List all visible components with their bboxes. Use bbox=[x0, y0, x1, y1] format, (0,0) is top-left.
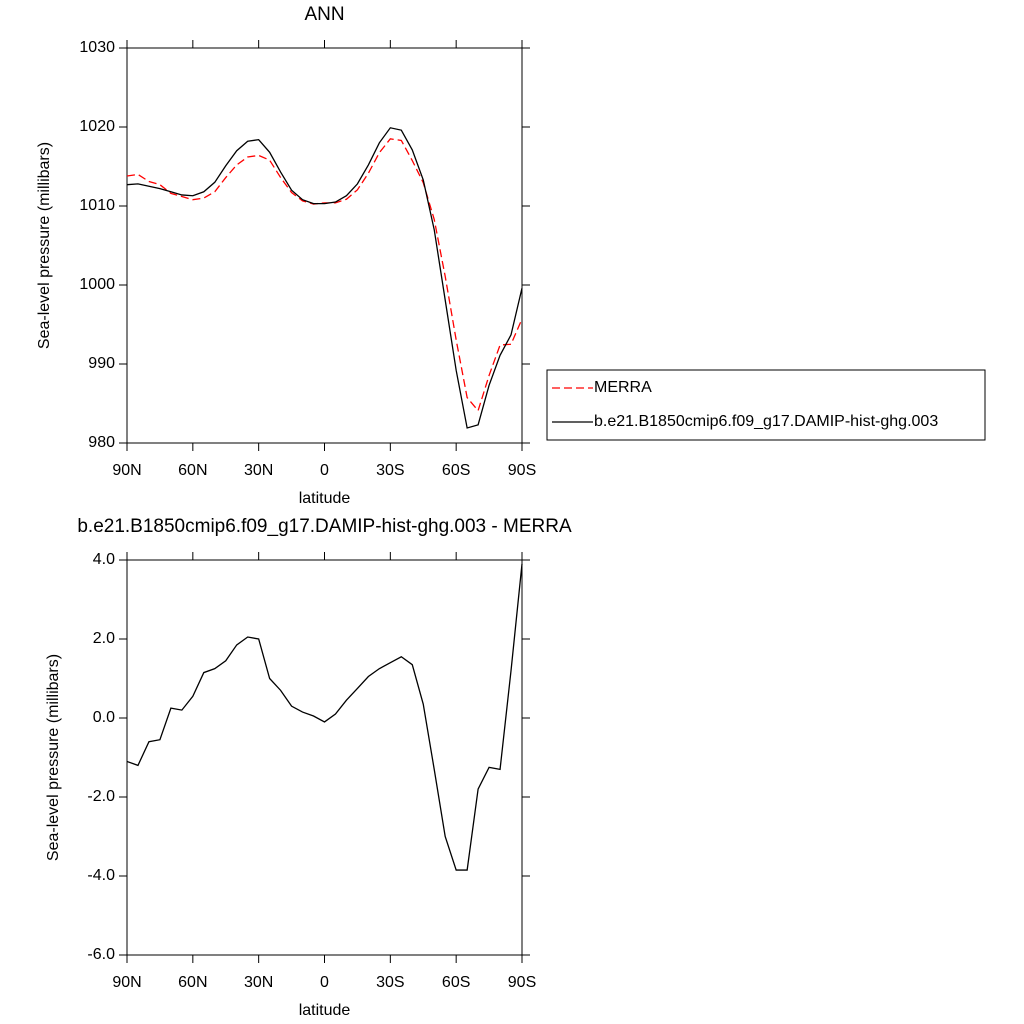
x-tick-label: 60N bbox=[178, 974, 207, 991]
data-line bbox=[126, 127, 523, 429]
y-tick-label: 990 bbox=[88, 355, 115, 372]
x-tick-label: 60S bbox=[442, 462, 470, 479]
x-tick-label: 60N bbox=[178, 462, 207, 479]
chart-title: b.e21.B1850cmip6.f09_g17.DAMIP-hist-ghg.… bbox=[77, 516, 572, 537]
y-tick-label: -4.0 bbox=[87, 867, 115, 884]
x-tick-label: 30S bbox=[376, 974, 404, 991]
y-tick-label: 0.0 bbox=[93, 709, 115, 726]
y-tick-label: 1030 bbox=[79, 39, 115, 56]
x-axis-label: latitude bbox=[299, 490, 351, 507]
y-tick-label: 980 bbox=[88, 434, 115, 451]
y-tick-label: -2.0 bbox=[87, 788, 115, 805]
y-tick-label: 4.0 bbox=[93, 551, 115, 568]
x-tick-label: 0 bbox=[320, 462, 329, 479]
y-tick-label: -6.0 bbox=[87, 946, 115, 963]
x-tick-label: 90S bbox=[508, 462, 536, 479]
y-axis-label: Sea-level pressure (millibars) bbox=[36, 142, 53, 349]
x-tick-label: 90S bbox=[508, 974, 536, 991]
x-tick-label: 30N bbox=[244, 462, 273, 479]
y-axis-label: Sea-level pressure (millibars) bbox=[45, 654, 62, 861]
data-line bbox=[126, 563, 523, 871]
x-axis-label: latitude bbox=[299, 1002, 351, 1019]
x-tick-label: 30S bbox=[376, 462, 404, 479]
x-tick-label: 60S bbox=[442, 974, 470, 991]
y-tick-label: 1010 bbox=[79, 197, 115, 214]
plot-frame bbox=[126, 47, 523, 444]
legend-box bbox=[546, 369, 986, 441]
legend-label: b.e21.B1850cmip6.f09_g17.DAMIP-hist-ghg.… bbox=[594, 413, 938, 430]
plot-frame bbox=[126, 559, 523, 956]
chart-title: ANN bbox=[304, 4, 344, 25]
x-tick-label: 0 bbox=[320, 974, 329, 991]
legend-label: MERRA bbox=[594, 379, 652, 396]
y-tick-label: 2.0 bbox=[93, 630, 115, 647]
y-tick-label: 1000 bbox=[79, 276, 115, 293]
x-tick-label: 90N bbox=[112, 462, 141, 479]
y-tick-label: 1020 bbox=[79, 118, 115, 135]
x-tick-label: 90N bbox=[112, 974, 141, 991]
x-tick-label: 30N bbox=[244, 974, 273, 991]
data-line bbox=[126, 138, 523, 412]
